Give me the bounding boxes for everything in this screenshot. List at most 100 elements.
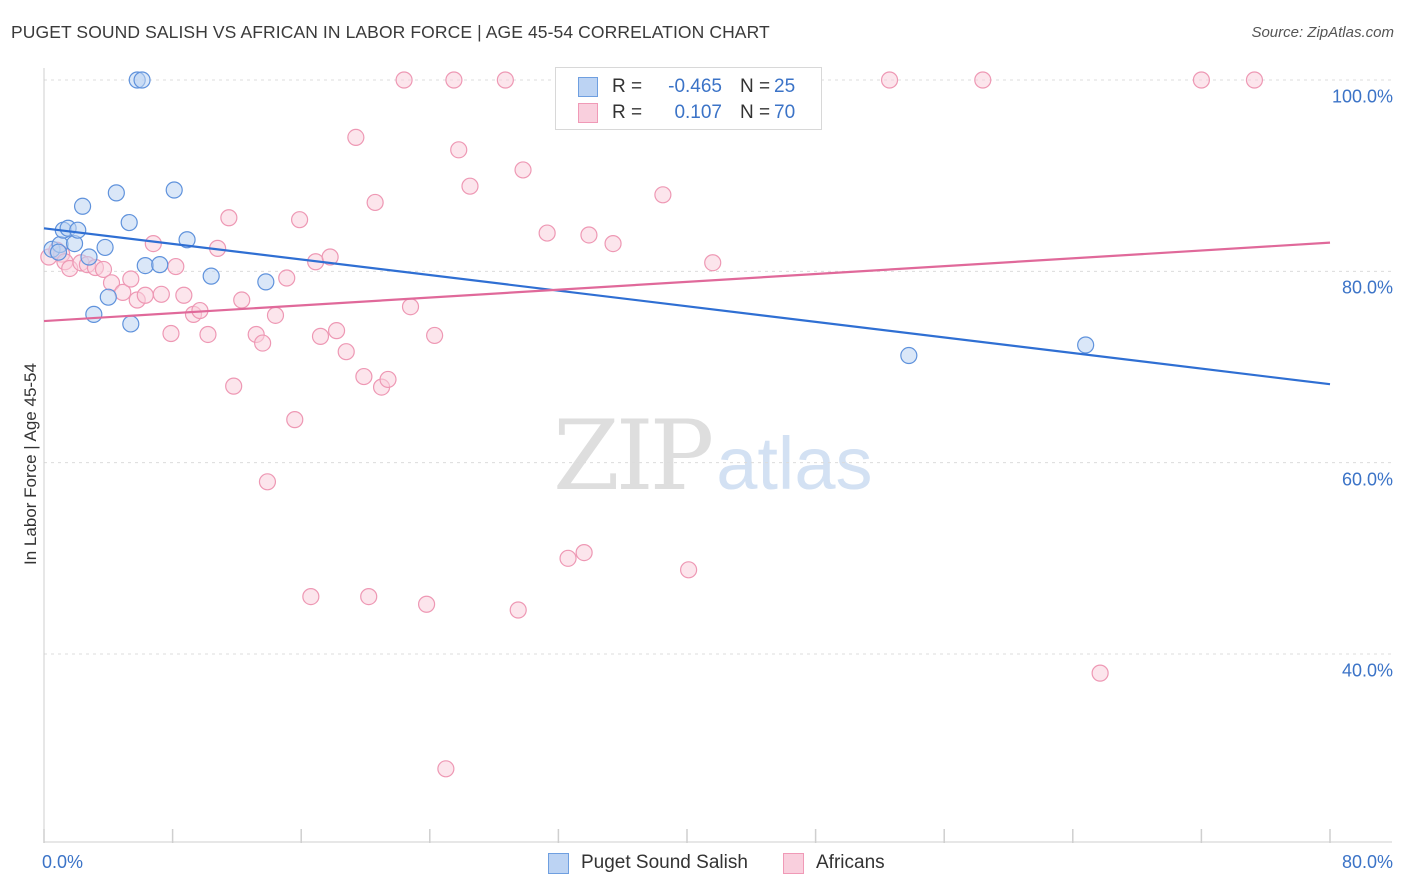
stats-legend-row-africans: R = 0.107 N = 70 — [578, 101, 795, 125]
data-point — [257, 273, 275, 291]
x-tick-min: 0.0% — [42, 852, 84, 872]
data-point — [379, 370, 397, 389]
stats-legend: R = -0.465 N = 25 R = 0.107 N = 70 — [555, 67, 822, 130]
data-point — [96, 238, 114, 257]
data-point — [133, 71, 151, 89]
data-point — [122, 270, 140, 288]
stats-legend-row-salish: R = -0.465 N = 25 — [578, 75, 795, 99]
r-value: -0.465 — [668, 76, 722, 97]
y-tick-label: 60.0% — [1341, 469, 1393, 490]
data-point — [321, 248, 339, 266]
data-point — [401, 298, 420, 316]
data-point — [136, 256, 154, 275]
data-point — [85, 305, 103, 323]
n-value: 25 — [774, 76, 796, 97]
legend-swatch-africans — [578, 103, 598, 123]
data-point — [107, 184, 125, 202]
series-africans — [40, 71, 1264, 778]
data-point — [437, 760, 455, 778]
data-point — [49, 243, 68, 261]
data-point — [162, 324, 180, 343]
y-tick-label: 40.0% — [1341, 660, 1393, 681]
r-label: R = — [612, 102, 643, 123]
data-point — [355, 367, 373, 386]
data-point — [604, 234, 622, 253]
data-point — [120, 213, 138, 232]
data-point — [580, 226, 598, 244]
data-point — [122, 315, 140, 333]
axes — [43, 68, 1392, 843]
data-point — [290, 211, 309, 229]
data-point — [152, 285, 170, 303]
n-label: N = — [740, 102, 771, 123]
series-legend: Puget Sound Salish Africans — [0, 852, 1406, 876]
data-point — [974, 71, 992, 89]
legend-swatch-africans — [783, 852, 804, 874]
data-point — [575, 543, 593, 562]
data-point — [327, 322, 346, 340]
data-point — [225, 377, 243, 395]
data-points — [40, 71, 1264, 778]
data-point — [151, 256, 169, 274]
data-point — [395, 71, 413, 89]
legend-label-africans: Africans — [816, 852, 885, 873]
data-point — [69, 221, 87, 239]
r-label: R = — [612, 76, 643, 97]
data-point — [302, 587, 320, 606]
data-point — [559, 549, 577, 567]
data-point — [366, 193, 384, 212]
data-point — [233, 291, 251, 309]
data-point — [704, 254, 722, 272]
n-label: N = — [740, 76, 771, 97]
n-value: 70 — [774, 102, 796, 123]
data-point — [880, 71, 899, 89]
data-point — [258, 473, 277, 491]
legend-swatch-salish — [578, 77, 598, 97]
y-axis-label: In Labor Force | Age 45-54 — [21, 363, 40, 565]
data-point — [165, 181, 183, 199]
data-point — [1091, 664, 1109, 682]
data-point — [514, 161, 532, 179]
y-tick-label: 80.0% — [1341, 277, 1393, 298]
data-point — [496, 71, 514, 89]
x-tick-max: 80.0% — [1341, 852, 1393, 872]
legend-item-salish: Puget Sound Salish — [548, 852, 748, 874]
data-point — [136, 286, 154, 304]
data-point — [311, 327, 330, 345]
data-point — [254, 334, 272, 352]
legend-label-salish: Puget Sound Salish — [581, 852, 748, 873]
data-point — [509, 601, 527, 619]
data-point — [73, 197, 92, 215]
y-tick-label: 100.0% — [1331, 86, 1393, 107]
data-point — [654, 186, 672, 204]
data-point — [360, 587, 378, 606]
series-puget-sound-salish — [43, 71, 1095, 365]
data-point — [178, 231, 196, 249]
data-point — [417, 595, 436, 613]
data-point — [144, 234, 162, 253]
legend-item-africans: Africans — [783, 852, 885, 874]
data-point — [445, 71, 463, 89]
data-point — [461, 177, 479, 195]
data-point — [99, 288, 117, 306]
data-point — [202, 267, 220, 285]
data-point — [538, 224, 556, 242]
data-point — [80, 248, 98, 266]
data-point — [278, 269, 296, 287]
trend-line-africans — [43, 241, 1331, 323]
data-point — [450, 141, 468, 159]
source-label: Source: ZipAtlas.com — [1251, 24, 1394, 41]
legend-swatch-salish — [548, 852, 569, 874]
data-point — [337, 343, 355, 361]
data-point — [347, 128, 365, 146]
data-point — [1245, 71, 1264, 89]
data-point — [199, 325, 217, 344]
data-point — [266, 306, 285, 324]
data-point — [1077, 336, 1095, 354]
r-value: 0.107 — [674, 102, 722, 123]
data-point — [167, 257, 185, 276]
data-point — [900, 346, 918, 365]
data-point — [94, 260, 113, 279]
data-point — [426, 326, 444, 345]
